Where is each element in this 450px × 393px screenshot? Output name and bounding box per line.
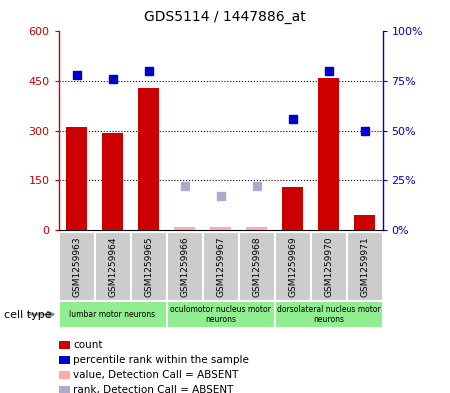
Bar [246, 227, 267, 230]
Bar [94, 232, 130, 301]
Text: percentile rank within the sample: percentile rank within the sample [73, 355, 249, 365]
Text: dorsolateral nucleus motor
neurons: dorsolateral nucleus motor neurons [277, 305, 380, 324]
Text: count: count [73, 340, 103, 350]
Text: GSM1259970: GSM1259970 [324, 236, 333, 297]
Bar [274, 232, 310, 301]
Text: GSM1259967: GSM1259967 [216, 236, 225, 297]
Text: rank, Detection Call = ABSENT: rank, Detection Call = ABSENT [73, 385, 234, 393]
Bar [274, 301, 382, 328]
Bar [174, 227, 195, 230]
Text: cell type: cell type [4, 310, 52, 320]
Bar [102, 133, 123, 230]
Bar [66, 127, 87, 230]
Bar [310, 232, 346, 301]
Bar [318, 79, 339, 230]
Text: GSM1259963: GSM1259963 [72, 236, 81, 297]
Text: GSM1259966: GSM1259966 [180, 236, 189, 297]
Bar [58, 301, 166, 328]
Bar [130, 232, 166, 301]
Text: lumbar motor neurons: lumbar motor neurons [69, 310, 156, 319]
Text: GDS5114 / 1447886_at: GDS5114 / 1447886_at [144, 10, 306, 24]
Text: GSM1259965: GSM1259965 [144, 236, 153, 297]
Bar [58, 232, 94, 301]
Bar [202, 232, 238, 301]
Text: GSM1259968: GSM1259968 [252, 236, 261, 297]
Bar [138, 88, 159, 230]
Text: GSM1259969: GSM1259969 [288, 236, 297, 297]
Text: GSM1259971: GSM1259971 [360, 236, 369, 297]
Bar [346, 232, 382, 301]
Bar [210, 227, 231, 230]
Text: GSM1259964: GSM1259964 [108, 236, 117, 296]
Bar [238, 232, 274, 301]
Bar [282, 187, 303, 230]
Bar [166, 301, 274, 328]
Bar [354, 215, 375, 230]
Bar [166, 232, 202, 301]
Text: value, Detection Call = ABSENT: value, Detection Call = ABSENT [73, 370, 239, 380]
Text: oculomotor nucleus motor
neurons: oculomotor nucleus motor neurons [170, 305, 271, 324]
